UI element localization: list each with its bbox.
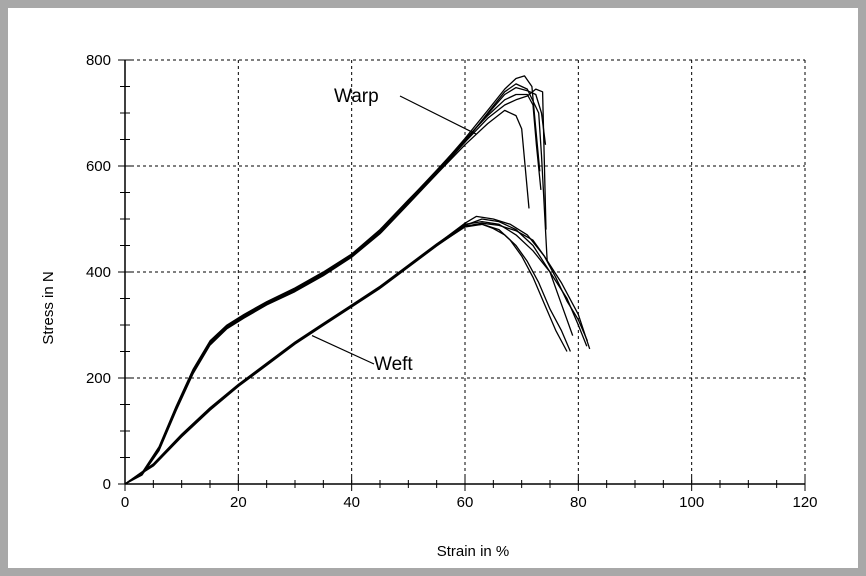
weft-annotation: Weft xyxy=(374,354,413,375)
weft-series-line xyxy=(124,223,571,485)
grid xyxy=(125,59,806,484)
x-tick-label: 80 xyxy=(570,494,587,511)
warp-series-line xyxy=(124,75,541,485)
warp-series-line xyxy=(124,93,542,485)
weft-series-line xyxy=(124,222,588,485)
x-tick-label: 120 xyxy=(792,494,817,511)
weft-annotation-leader xyxy=(311,335,375,365)
weft-series-line xyxy=(124,215,591,485)
y-tick-label: 600 xyxy=(86,158,111,175)
x-axis-title: Strain in % xyxy=(437,543,510,560)
y-axis-title: Stress in N xyxy=(40,271,57,344)
warp-annotation-leader xyxy=(399,95,477,135)
axes xyxy=(118,59,806,491)
warp-series-line xyxy=(124,86,547,485)
x-tick-label: 100 xyxy=(679,494,704,511)
x-tick-label: 40 xyxy=(343,494,360,511)
y-tick-label: 0 xyxy=(103,476,111,493)
warp-series-line xyxy=(124,88,547,485)
warp-annotation: Warp xyxy=(334,86,379,107)
y-tick-label: 200 xyxy=(86,370,111,387)
weft-series-line xyxy=(124,220,588,485)
y-tick-label: 800 xyxy=(86,52,111,69)
tick-labels: 0 20 40 60 80 100 120 0 200 400 600 800 xyxy=(86,52,818,511)
warp-series-line xyxy=(124,83,548,485)
warp-curve-group xyxy=(124,75,548,485)
x-tick-label: 60 xyxy=(457,494,474,511)
data-series xyxy=(124,75,591,485)
stress-strain-chart: 0 20 40 60 80 100 120 0 200 400 600 800 Strain in %… xyxy=(40,52,818,560)
weft-curve-group xyxy=(124,215,591,485)
weft-series-line xyxy=(124,223,568,485)
y-tick-label: 400 xyxy=(86,264,111,281)
x-tick-label: 20 xyxy=(230,494,247,511)
x-tick-label: 0 xyxy=(121,494,129,511)
